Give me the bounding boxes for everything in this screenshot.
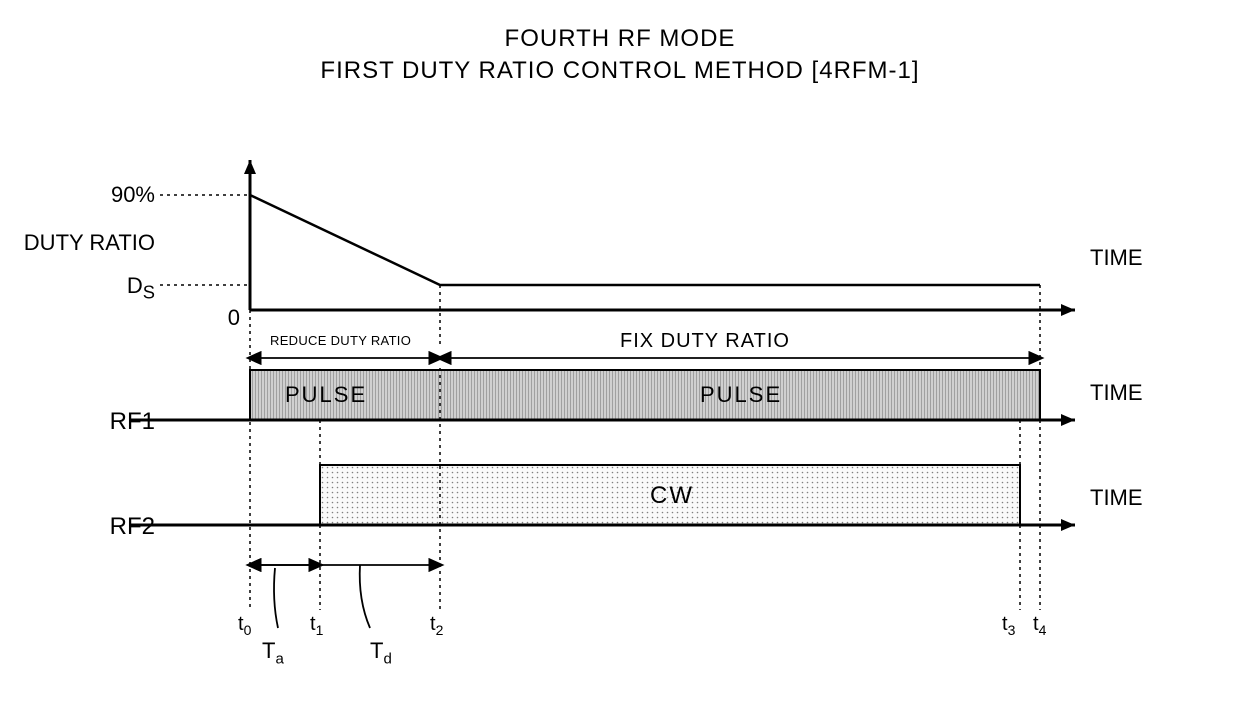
label-cw: CW	[650, 482, 694, 510]
label-pulse-left: PULSE	[285, 382, 367, 408]
label-time-3: TIME	[1090, 485, 1143, 511]
tick-t2: t2	[430, 613, 443, 638]
ta-leader	[274, 568, 278, 628]
label-rf1: RF1	[100, 408, 155, 436]
title-line-1: FOURTH RF MODE	[0, 25, 1240, 53]
label-time-2: TIME	[1090, 380, 1143, 406]
label-reduce-duty: REDUCE DUTY RATIO	[270, 333, 411, 348]
label-pulse-right: PULSE	[700, 382, 782, 408]
tick-t3: t3	[1002, 613, 1015, 638]
title-area: FOURTH RF MODE FIRST DUTY RATIO CONTROL …	[0, 0, 1240, 85]
label-td: Td	[370, 638, 392, 667]
tick-t1: t1	[310, 613, 323, 638]
label-rf2: RF2	[100, 513, 155, 541]
label-ds: DS	[115, 273, 155, 303]
label-time-1: TIME	[1090, 245, 1143, 271]
diagram-svg	[0, 130, 1240, 690]
tick-t0: t0	[238, 613, 251, 638]
title-line-2: FIRST DUTY RATIO CONTROL METHOD [4RFM-1]	[0, 57, 1240, 85]
td-leader	[360, 565, 370, 628]
chart-area: 90% DUTY RATIO DS 0 RF1 RF2 TIME TIME TI…	[0, 130, 1240, 690]
duty-y-axis-arrow	[244, 160, 256, 174]
label-90pct: 90%	[95, 182, 155, 208]
label-duty-ratio: DUTY RATIO	[20, 230, 155, 256]
rf2-axis-arrow	[1061, 519, 1075, 531]
duty-x-axis-arrow	[1061, 304, 1075, 316]
rf1-axis-arrow	[1061, 414, 1075, 426]
label-ta: Ta	[262, 638, 284, 667]
label-zero: 0	[215, 305, 240, 331]
tick-t4: t4	[1033, 613, 1046, 638]
rf1-pulse-box	[250, 370, 1040, 420]
duty-ratio-curve	[250, 195, 1040, 285]
label-fix-duty: FIX DUTY RATIO	[620, 330, 790, 353]
